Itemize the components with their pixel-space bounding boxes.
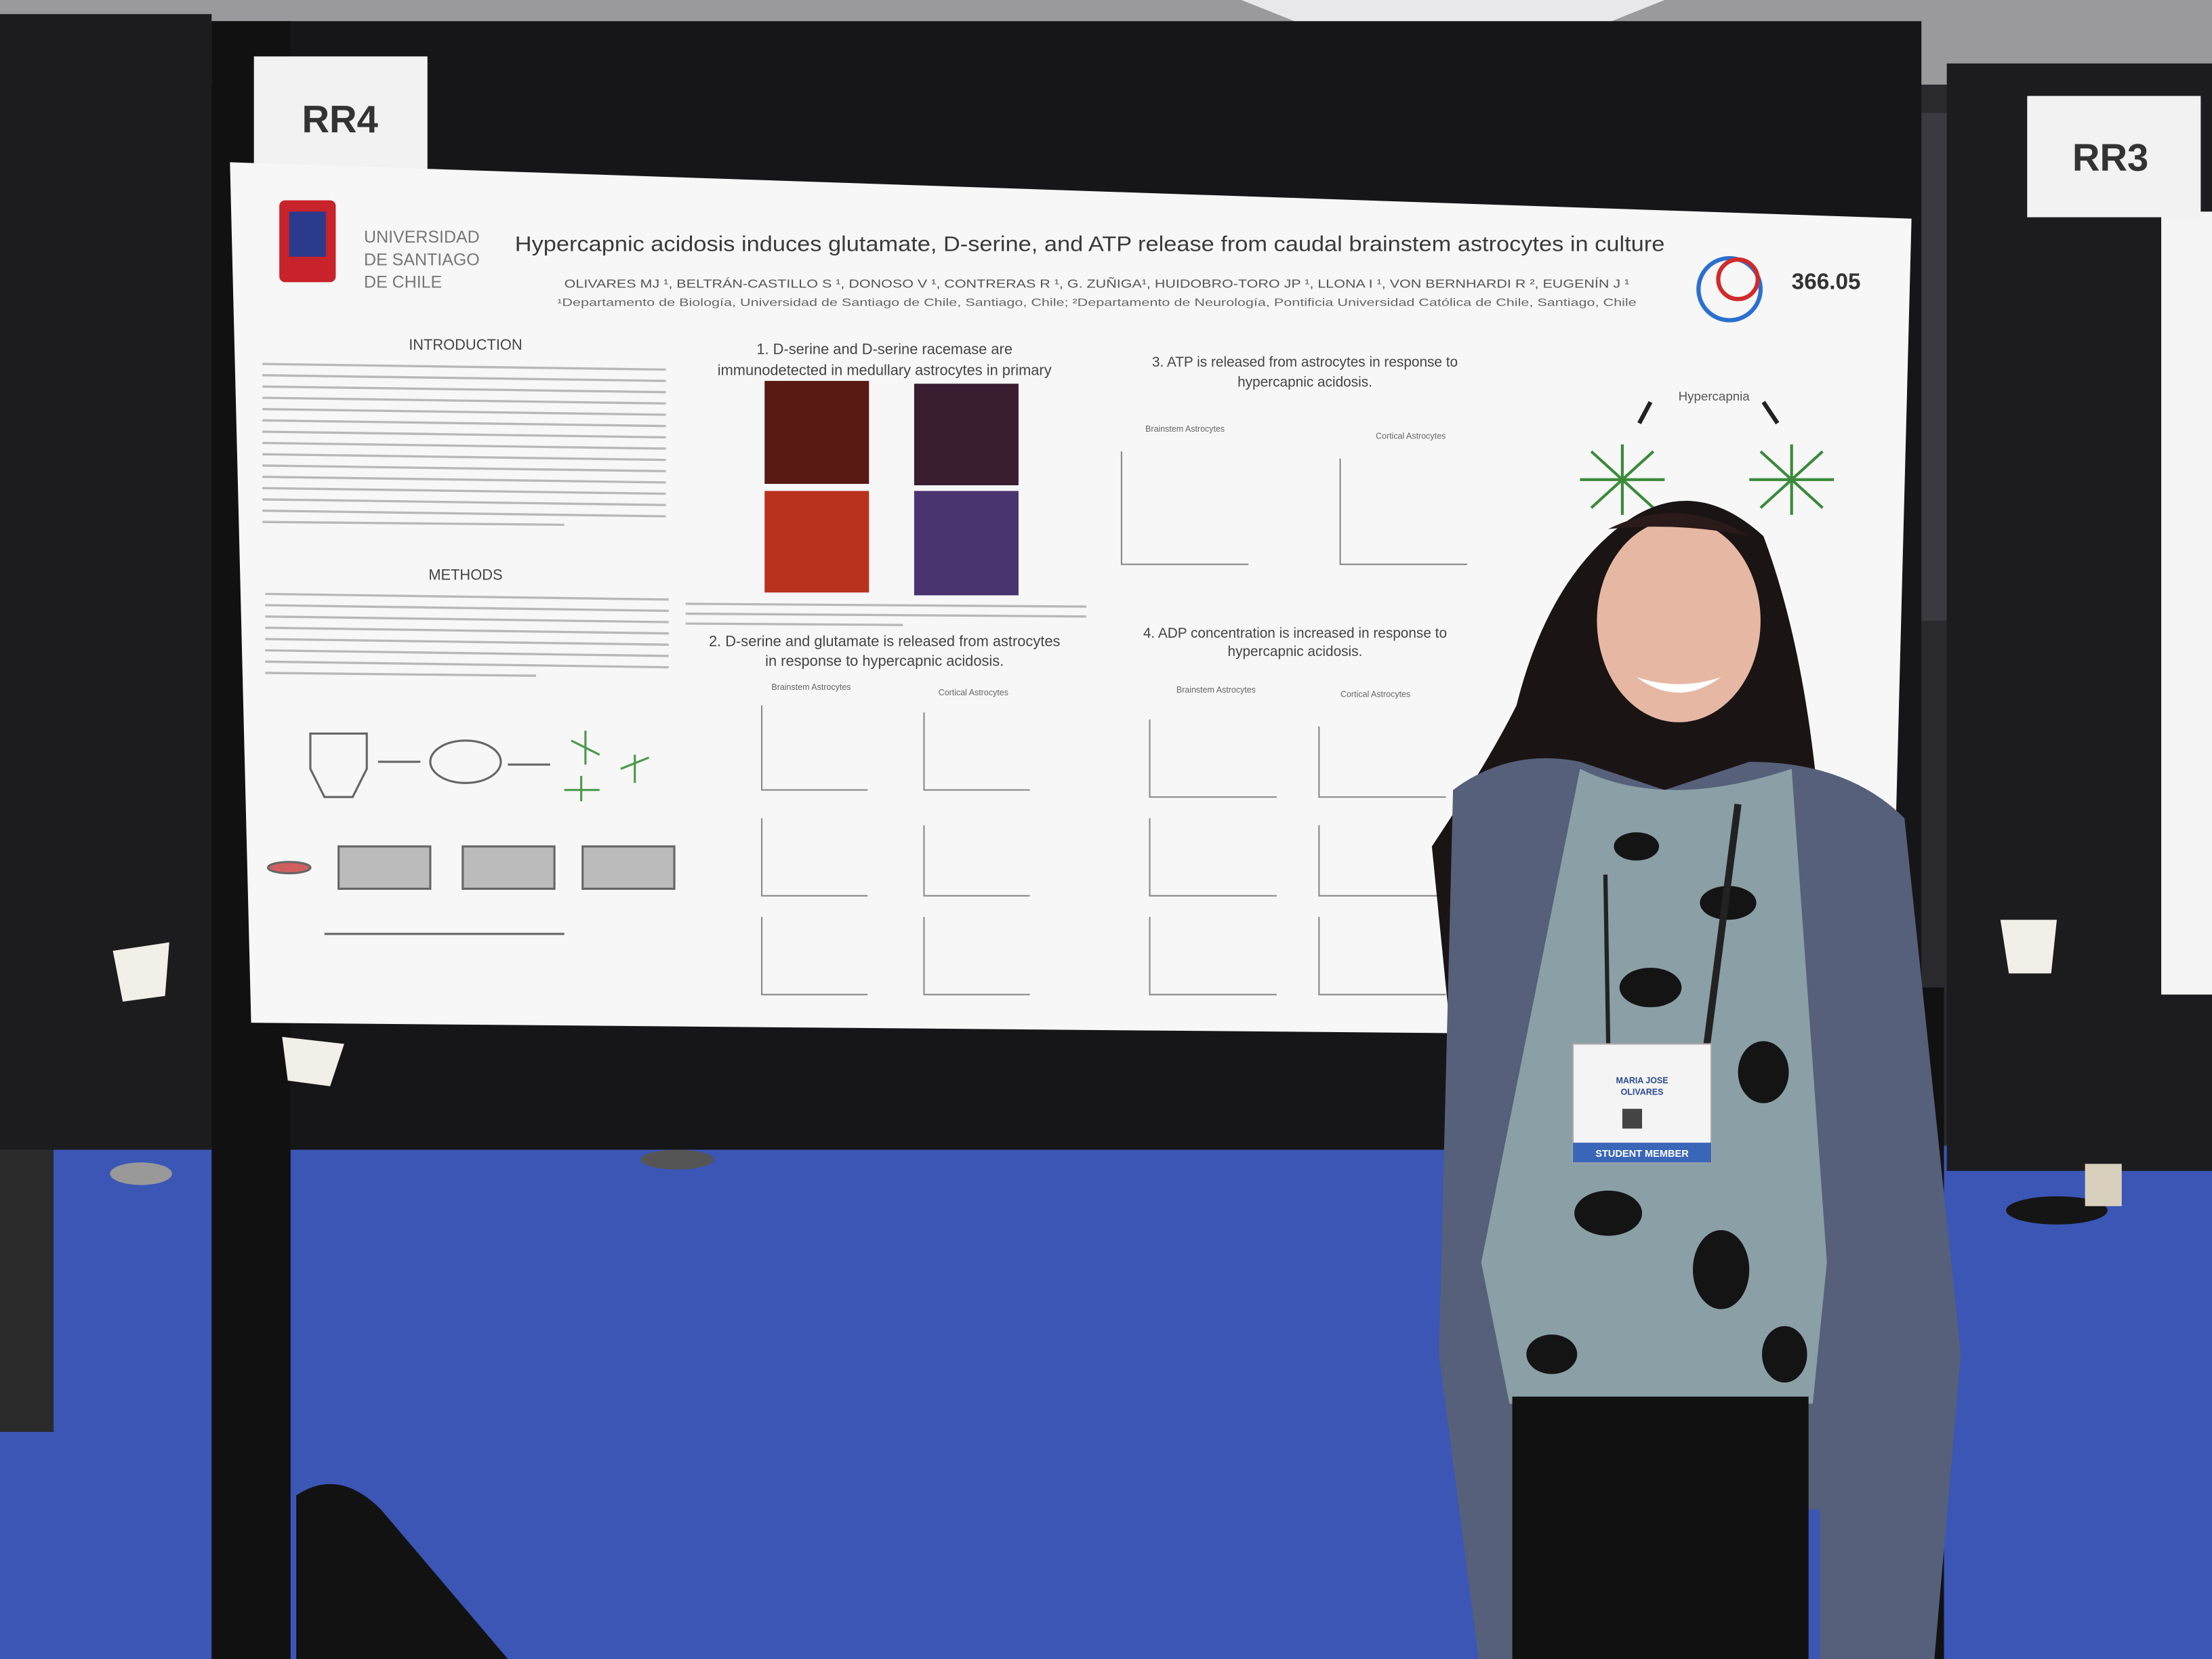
university-logo (289, 211, 326, 257)
board-label: RR4 (302, 98, 377, 141)
section-heading: in response to hypercapnic acidosis. (765, 653, 1004, 670)
section-heading: 4. ADP concentration is increased in res… (1143, 626, 1447, 641)
lanyard (1703, 803, 1742, 1045)
headband (1608, 512, 1750, 537)
panel-label: Brainstem Astrocytes (1145, 424, 1225, 434)
university-name: DE CHILE (364, 273, 442, 292)
badge-role: STUDENT MEMBER (1595, 1149, 1689, 1160)
neighbor-poster (2161, 211, 2212, 995)
section-heading: INTRODUCTION (409, 336, 522, 353)
section-heading: immunodetected in medullary astrocytes i… (718, 362, 1052, 379)
badge-name: MARIA JOSE (1616, 1076, 1668, 1086)
micrograph (914, 384, 1019, 486)
presenter: MARIA JOSE OLIVARES STUDENT MEMBER (1431, 500, 1961, 1659)
panel-label: Brainstem Astrocytes (1176, 685, 1256, 695)
section-heading: METHODS (428, 567, 502, 583)
blouse-pattern (1526, 832, 1807, 1382)
university-name: DE SANTIAGO (364, 250, 480, 269)
methods-text (265, 592, 669, 677)
section-heading: 1. D-serine and D-serine racemase are (756, 340, 1012, 357)
board-card (2027, 96, 2201, 218)
lanyard (1603, 874, 1611, 1044)
society-logo (1716, 257, 1760, 302)
poster-number: 366.05 (1792, 270, 1861, 295)
panel-label: Cortical Astrocytes (1340, 689, 1410, 699)
board-label: RR3 (2072, 136, 2148, 179)
board-card (253, 56, 428, 169)
society-logo (1696, 255, 1763, 323)
cup (282, 1037, 344, 1086)
section-heading: hypercapnic acidosis. (1237, 374, 1372, 390)
face (1597, 519, 1761, 722)
shoe (640, 1149, 714, 1170)
panel-label: Cortical Astrocytes (1376, 431, 1446, 441)
authors: OLIVARES MJ ¹, BELTRÁN-CASTILLO S ¹, DON… (565, 276, 1630, 291)
left-board (0, 14, 212, 1150)
chart-frames (761, 451, 1467, 996)
micrograph (914, 491, 1019, 596)
cup (2000, 920, 2057, 974)
methods-diagram (266, 731, 676, 935)
micrograph (764, 491, 869, 593)
panel-label: Cortical Astrocytes (939, 688, 1008, 697)
backpack (296, 1483, 508, 1659)
astrocyte-diagram (1580, 401, 1835, 515)
shoe (2006, 1196, 2108, 1225)
micrograph-text (685, 602, 1086, 626)
micrograph (764, 381, 869, 484)
section-heading: hypercapnic acidosis. (1228, 644, 1363, 659)
smile (1636, 677, 1721, 693)
badge-name: OLIVARES (1621, 1087, 1664, 1097)
visitor-legs (2085, 1164, 2122, 1206)
poster-content: UNIVERSIDAD DE SANTIAGO DE CHILE Hyperca… (262, 200, 1861, 996)
intro-text (262, 363, 666, 527)
shoe (110, 1162, 172, 1185)
affiliations: ¹Departamento de Biología, Universidad d… (557, 298, 1636, 309)
diagram-label: Hypercapnia (1679, 389, 1750, 403)
visitor-legs (0, 1149, 54, 1432)
name-badge: MARIA JOSE OLIVARES STUDENT MEMBER (1572, 1043, 1713, 1164)
section-heading: 2. D-serine and glutamate is released fr… (709, 632, 1060, 649)
university-name: UNIVERSIDAD (364, 228, 480, 247)
trousers (1512, 1396, 1809, 1659)
panel-label: Brainstem Astrocytes (771, 682, 851, 692)
cup (112, 942, 169, 1002)
section-heading: 3. ATP is released from astrocytes in re… (1152, 354, 1458, 370)
poster-title: Hypercapnic acidosis induces glutamate, … (515, 232, 1665, 256)
